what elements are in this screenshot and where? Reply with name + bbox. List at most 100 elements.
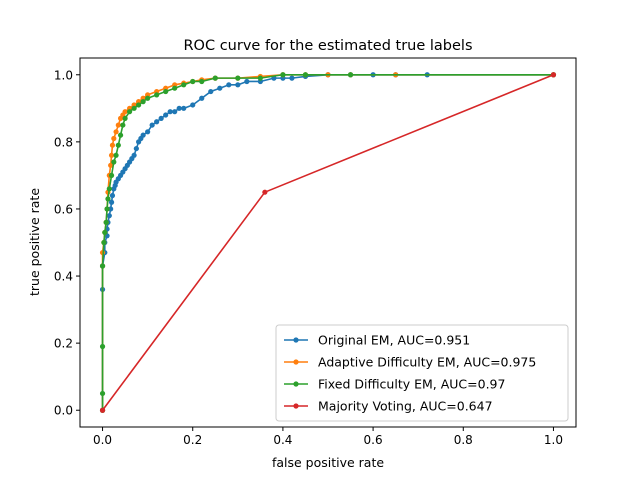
legend-item: Original EM, AUC=0.951 (284, 333, 470, 348)
legend-label: Adaptive Difficulty EM, AUC=0.975 (318, 355, 536, 370)
data-point (122, 115, 128, 121)
data-point (302, 72, 309, 78)
data-point (158, 115, 164, 121)
x-axis-label: false positive rate (272, 455, 384, 470)
legend-swatch-marker (293, 403, 299, 409)
data-point (115, 142, 121, 148)
data-point (108, 199, 115, 205)
legend-label: Original EM, AUC=0.951 (318, 333, 470, 348)
data-point (113, 152, 119, 158)
y-axis-ticks: 0.0 0.2 0.4 0.6 0.8 1.0 (54, 68, 80, 418)
data-point (108, 162, 114, 168)
data-point (109, 142, 116, 148)
data-point (99, 263, 106, 269)
y-tick-label: 1.0 (54, 68, 73, 82)
x-tick-label: 0.6 (364, 433, 383, 447)
y-axis-label: true positive rate (27, 188, 42, 296)
legend-swatch-marker (293, 359, 299, 365)
data-point (108, 172, 115, 179)
series-2 (99, 72, 557, 413)
data-point (550, 72, 557, 78)
data-point (190, 78, 196, 85)
x-tick-label: 0.8 (454, 433, 473, 447)
data-point (99, 390, 106, 397)
data-point (172, 109, 178, 115)
data-point (208, 88, 214, 95)
y-tick-label: 0.0 (54, 404, 73, 418)
y-tick-label: 0.2 (54, 337, 73, 351)
data-point (111, 135, 117, 142)
data-point (106, 186, 112, 192)
data-point (167, 109, 173, 115)
data-point (163, 112, 169, 118)
data-point (133, 145, 139, 152)
data-point (102, 229, 108, 236)
legend-box (275, 324, 569, 422)
data-point (217, 85, 223, 91)
data-point (154, 92, 160, 98)
data-point (145, 129, 151, 135)
legend: Original EM, AUC=0.951 Adaptive Difficult… (275, 324, 569, 422)
data-point (101, 239, 107, 246)
data-point (111, 159, 117, 165)
data-point (181, 105, 187, 111)
data-point (244, 78, 250, 85)
legend-item: Majority Voting, AUC=0.647 (284, 399, 493, 414)
data-point (108, 206, 114, 212)
legend-item: Fixed Difficulty EM, AUC=0.97 (284, 377, 505, 392)
data-point (289, 75, 295, 81)
data-point (122, 109, 128, 115)
legend-item: Adaptive Difficulty EM, AUC=0.975 (284, 355, 536, 370)
data-point (131, 152, 137, 158)
data-point (103, 219, 109, 225)
y-tick-label: 0.8 (54, 135, 73, 149)
data-point (140, 99, 146, 105)
data-point (235, 75, 241, 81)
legend-label: Majority Voting, AUC=0.647 (318, 399, 493, 414)
data-point (115, 122, 121, 128)
data-point (109, 192, 116, 199)
data-point (190, 102, 196, 108)
data-point (117, 132, 124, 138)
data-point (145, 95, 151, 101)
data-point (104, 206, 110, 212)
data-point (176, 105, 182, 111)
data-point (136, 102, 142, 108)
y-tick-label: 0.4 (54, 270, 73, 284)
data-point (257, 75, 263, 81)
data-point (99, 343, 106, 350)
series-3 (99, 72, 557, 413)
y-tick-label: 0.6 (54, 202, 73, 216)
data-point (108, 152, 115, 158)
data-point (149, 122, 155, 128)
data-point (280, 72, 286, 78)
data-point (199, 95, 205, 101)
legend-swatch-marker (293, 337, 299, 343)
data-point (172, 85, 178, 91)
legend-label: Fixed Difficulty EM, AUC=0.97 (318, 377, 505, 392)
data-point (113, 129, 119, 135)
data-point (99, 407, 106, 413)
data-point (199, 78, 205, 85)
data-point (262, 189, 268, 195)
data-point (120, 122, 126, 128)
data-point (163, 88, 169, 95)
x-tick-label: 0.0 (93, 433, 112, 447)
chart-title: ROC curve for the estimated true labels (183, 38, 472, 54)
data-point (140, 132, 146, 138)
data-point (212, 75, 218, 81)
data-point (131, 105, 137, 111)
axes-frame (79, 57, 577, 428)
data-point (127, 109, 133, 115)
x-axis-ticks: 0.0 0.2 0.4 0.6 0.8 1.0 (93, 427, 563, 447)
x-tick-label: 0.2 (183, 433, 202, 447)
data-point (154, 119, 160, 125)
data-point (106, 213, 112, 219)
data-point (181, 82, 187, 88)
series-layer (99, 72, 557, 413)
x-tick-label: 0.4 (273, 433, 292, 447)
legend-swatch-marker (293, 381, 299, 387)
data-point (347, 72, 354, 78)
data-point (105, 196, 111, 202)
